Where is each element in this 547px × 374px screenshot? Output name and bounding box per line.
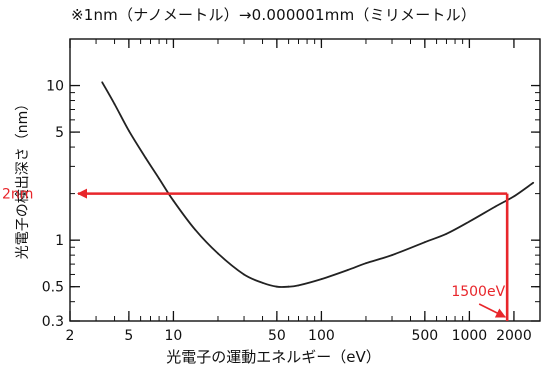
y-tick-label: 5 [55, 125, 64, 141]
data-point [276, 285, 278, 288]
x-tick-label: 1000 [452, 328, 488, 344]
y-tick-label: 0.5 [42, 280, 64, 296]
data-point [445, 232, 448, 235]
data-point [243, 273, 245, 276]
major-ticks [69, 39, 540, 322]
data-point [346, 269, 349, 271]
data-point [144, 157, 147, 159]
data-point [217, 252, 219, 255]
y-tick-label: 0.3 [42, 314, 64, 330]
data-point [158, 177, 161, 180]
x-tick-labels: 2 5 10 50 100 500 1000 2000 [66, 328, 532, 344]
data-point [468, 220, 471, 223]
data-point [261, 281, 264, 284]
data-point [101, 81, 104, 84]
energy-pointer-arrow [478, 303, 507, 318]
x-tick-label: 2000 [496, 328, 532, 344]
chart-note: ※1nm（ナノメートル）→0.000001mm（ミリメートル） [70, 6, 477, 24]
data-point [391, 254, 393, 256]
x-tick-label: 100 [308, 328, 335, 344]
data-point [194, 228, 197, 231]
data-point [287, 285, 290, 288]
x-axis-label: 光電子の運動エネルギー（eV） [166, 348, 381, 366]
energy-annotation: 1500eV [451, 284, 505, 300]
x-tick-label: 5 [124, 328, 133, 344]
data-point [113, 103, 116, 105]
series-layer [101, 81, 535, 288]
data-point [297, 284, 300, 287]
x-tick-label: 10 [165, 328, 183, 344]
y-tick-labels: 0.3 0.5 1 5 10 [42, 79, 64, 330]
annotation-layer: 2nm 1500eV [2, 187, 509, 321]
data-point [172, 199, 175, 202]
x-tick-label: 500 [411, 328, 438, 344]
data-point [532, 181, 535, 184]
y-tick-label: 10 [46, 79, 64, 95]
data-point [423, 241, 426, 244]
plot-frame [69, 38, 541, 322]
depth-annotation: 2nm [2, 187, 33, 203]
minor-ticks [69, 38, 541, 322]
data-curve [101, 81, 534, 288]
y-tick-label: 1 [55, 233, 64, 249]
data-point [127, 129, 130, 132]
x-tick-label: 2 [66, 328, 75, 344]
data-point [365, 262, 367, 265]
data-point [513, 195, 515, 198]
x-tick-label: 50 [268, 328, 286, 344]
data-point [494, 205, 497, 208]
data-point [320, 278, 323, 280]
